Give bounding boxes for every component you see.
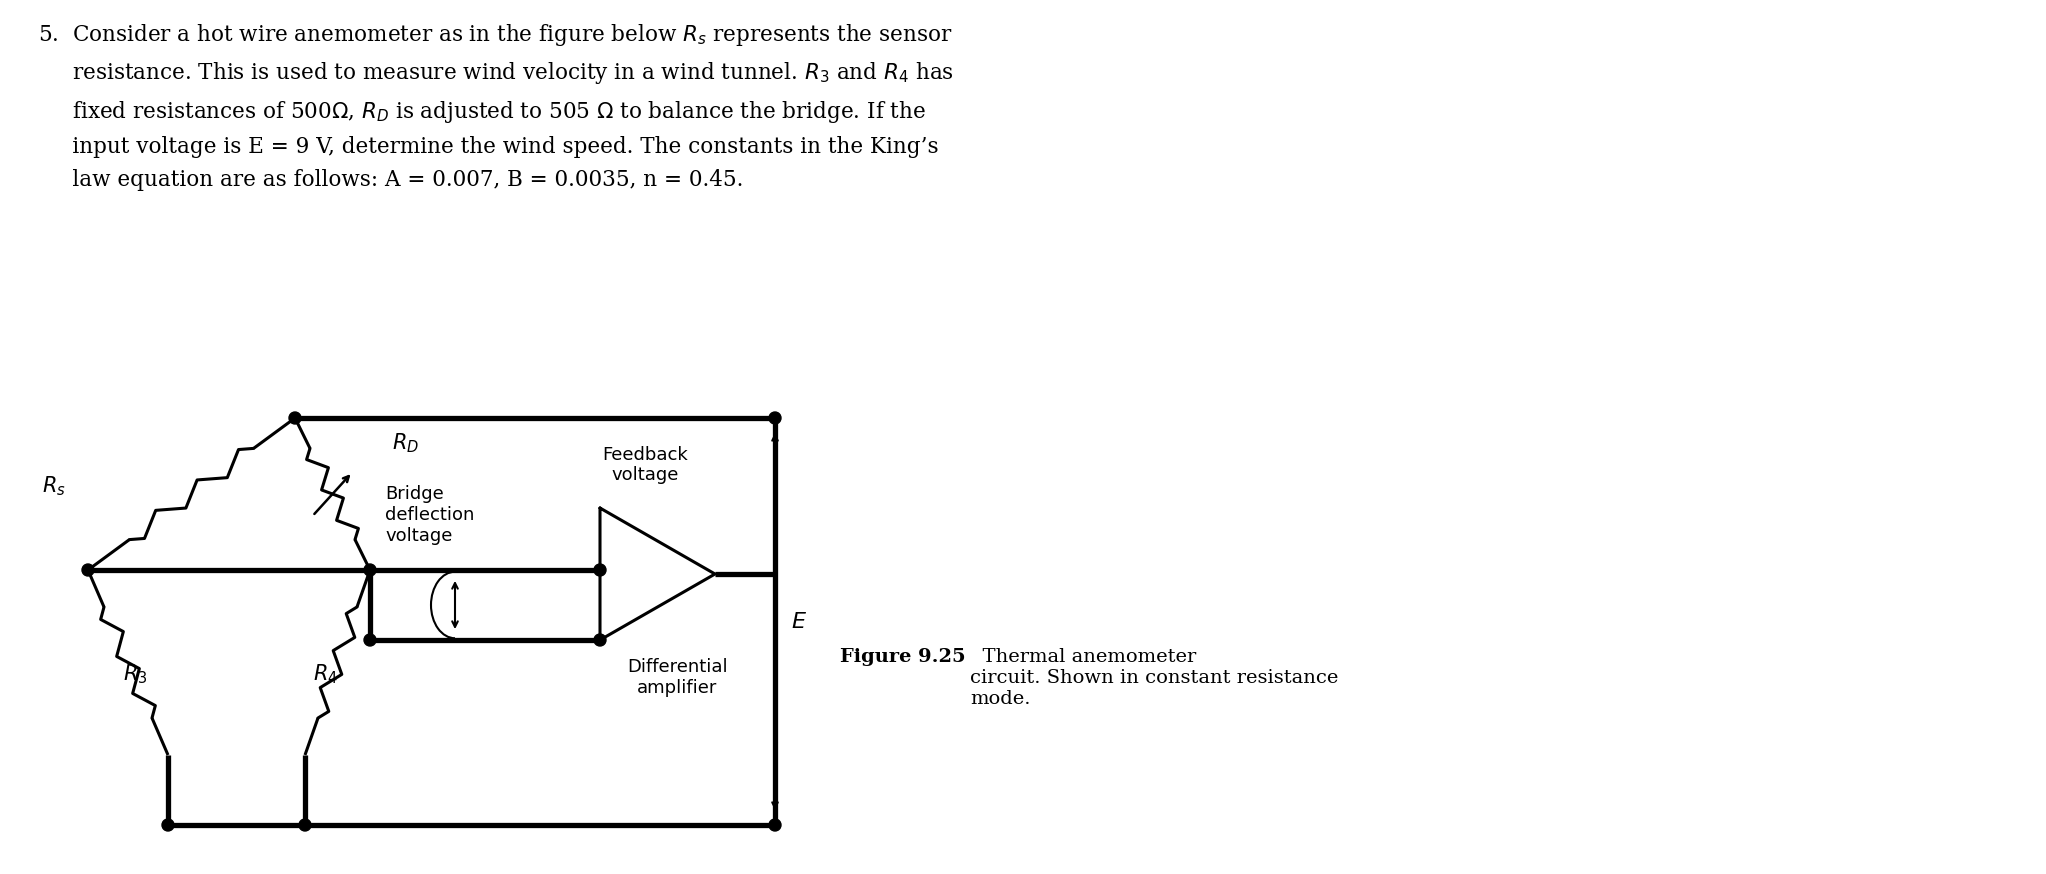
Circle shape (82, 564, 94, 576)
Circle shape (364, 564, 376, 576)
Text: $R_s$: $R_s$ (43, 475, 65, 498)
Circle shape (162, 819, 174, 831)
Text: $R_3$: $R_3$ (123, 662, 147, 686)
Text: $E$: $E$ (792, 611, 806, 633)
Text: Differential
amplifier: Differential amplifier (628, 658, 728, 697)
Text: $R_D$: $R_D$ (393, 431, 419, 454)
Text: Bridge
deflection
voltage: Bridge deflection voltage (385, 485, 475, 545)
Text: Feedback
voltage: Feedback voltage (602, 446, 687, 484)
Circle shape (769, 819, 782, 831)
Circle shape (593, 564, 606, 576)
Text: 5.  Consider a hot wire anemometer as in the figure below $R_s$ represents the s: 5. Consider a hot wire anemometer as in … (39, 22, 953, 191)
Circle shape (769, 412, 782, 424)
Text: Figure 9.25: Figure 9.25 (841, 648, 966, 666)
Circle shape (593, 634, 606, 646)
Text: Thermal anemometer
circuit. Shown in constant resistance
mode.: Thermal anemometer circuit. Shown in con… (970, 648, 1338, 708)
Circle shape (299, 819, 311, 831)
Text: $R_4$: $R_4$ (313, 662, 338, 686)
Circle shape (288, 412, 301, 424)
Circle shape (364, 634, 376, 646)
